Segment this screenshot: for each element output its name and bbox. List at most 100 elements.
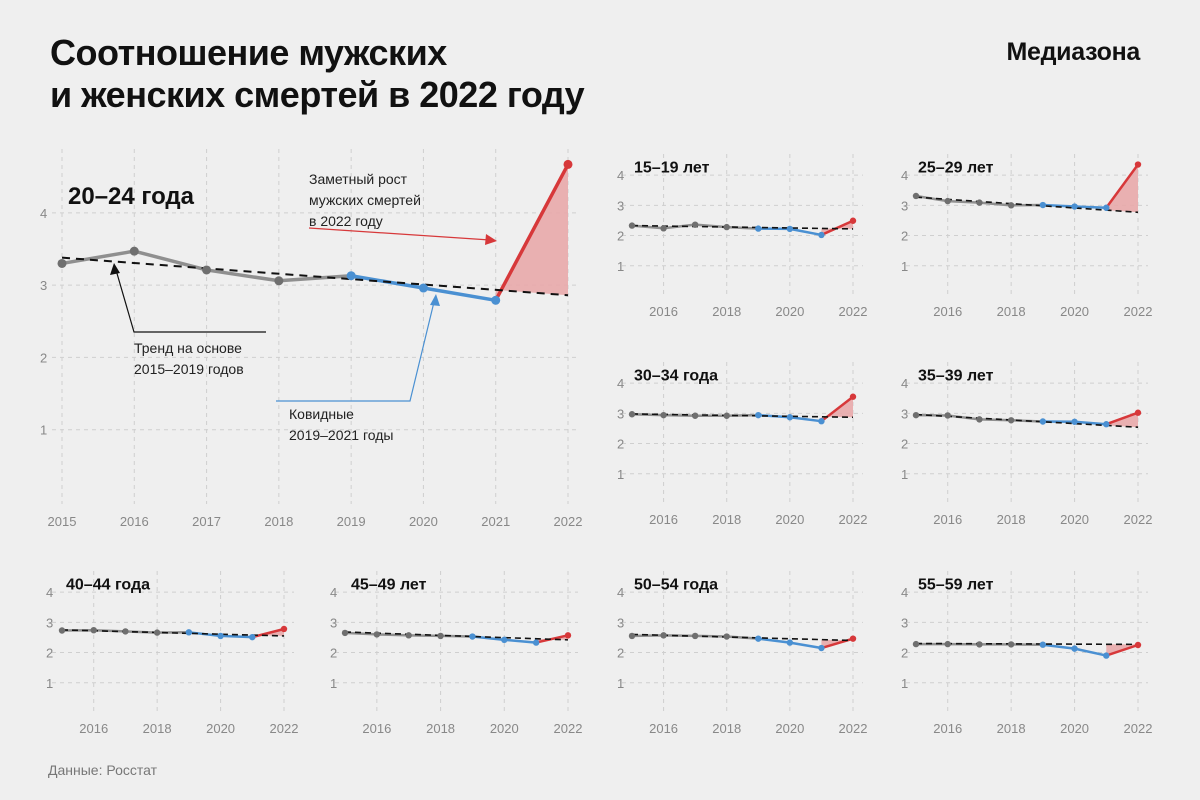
x-tick-label: 2018 [264,514,293,529]
annotation-trend-text: Тренд на основе [134,340,242,356]
x-tick-label: 2022 [1124,721,1153,736]
x-tick-label: 2020 [1060,512,1089,527]
data-point [755,635,762,642]
data-point [202,265,212,275]
annotation-trend-arrow [115,269,266,333]
data-point [849,635,857,642]
data-point [1071,645,1078,652]
data-point [912,640,920,648]
data-point [90,626,97,634]
x-tick-label: 2021 [481,514,510,529]
x-tick-label: 2016 [649,721,678,736]
x-tick-label: 2016 [649,304,678,319]
x-tick-label: 2022 [839,304,868,319]
data-point [1103,204,1110,211]
y-tick-label: 1 [617,259,624,274]
data-point [1071,203,1078,210]
y-tick-label: 1 [901,467,908,482]
data-point [249,633,256,641]
x-tick-label: 2016 [933,304,962,319]
data-point [628,222,636,229]
x-tick-label: 2020 [775,304,804,319]
data-point [1103,421,1110,428]
x-tick-label: 2018 [997,512,1026,527]
series-line-2021-2022 [493,162,570,303]
data-point [185,629,193,636]
data-point [691,632,699,640]
annotation-growth-text: мужских смертей [309,192,421,208]
x-tick-label: 2017 [192,514,221,529]
chart-panel: 1 2 3 4 2016 2018 2020 2022 45–49 лет [330,571,582,736]
data-point [217,632,224,640]
y-tick-label: 2 [617,646,624,661]
data-point [723,412,730,419]
data-point [1039,418,1047,425]
data-point [818,644,825,652]
y-tick-label: 3 [617,198,624,213]
panel-title: 30–34 года [634,367,718,384]
y-tick-label: 1 [330,676,337,691]
chart-panel: 1 2 3 4 2016 2018 2020 2022 55–59 лет [901,571,1152,736]
data-point [786,414,794,421]
data-point [944,412,951,419]
data-point [405,632,412,639]
x-tick-label: 2018 [143,721,172,736]
x-tick-label: 2022 [839,721,868,736]
x-tick-label: 2022 [554,514,583,529]
trend-line [631,224,854,230]
data-point [818,231,825,239]
x-tick-label: 2020 [490,721,519,736]
x-tick-label: 2020 [409,514,438,529]
y-tick-label: 4 [40,206,47,221]
x-tick-label: 2018 [712,721,741,736]
data-point [1103,652,1110,659]
data-point [274,276,284,286]
data-point [58,627,66,634]
chart-panel: 1 2 3 4 2016 2018 2020 2022 40–44 года [46,571,298,736]
panel-title: 15–19 лет [634,159,710,176]
data-point [660,225,667,232]
source-note: Данные: Росстат [48,762,158,778]
data-point [976,641,983,648]
data-point [491,295,501,305]
data-point [944,640,951,648]
data-point [691,412,699,419]
x-tick-label: 2020 [775,721,804,736]
data-point [818,417,825,425]
series-line-2021-2022 [820,219,855,237]
y-tick-label: 3 [617,615,624,630]
x-tick-label: 2016 [79,721,108,736]
x-tick-label: 2022 [270,721,299,736]
y-tick-label: 3 [617,406,624,421]
series-line-2021-2022 [1105,411,1140,426]
annotation-growth-text: Заметный рост [309,171,408,187]
y-tick-label: 4 [901,376,908,391]
y-tick-label: 3 [901,198,908,213]
annotation-trend-text: 2015–2019 годов [134,361,244,377]
data-point [1071,418,1078,425]
annotation-growth-text: в 2022 году [309,213,383,229]
data-point [1039,641,1047,648]
data-point [976,199,983,206]
data-point [373,631,381,638]
data-point [1039,201,1047,209]
chart-panel: 1 2 3 4 2016 2018 2020 2022 15–19 лет [617,154,867,319]
data-point [437,632,444,640]
data-point [1007,417,1015,424]
y-tick-label: 2 [901,646,908,661]
x-tick-label: 2022 [1124,512,1153,527]
chart-panel: 1 2 3 4 2016 2018 2020 2022 35–39 лет [901,362,1152,527]
trend-line [631,633,854,642]
chart-panel: 1 2 3 4 2016 2018 2020 2022 30–34 года [617,362,867,527]
y-tick-label: 2 [330,646,337,661]
x-tick-label: 2020 [1060,304,1089,319]
y-tick-label: 1 [617,467,624,482]
x-tick-label: 2022 [554,721,583,736]
data-point [1007,202,1015,209]
data-point [418,283,428,293]
data-point [691,221,699,228]
data-point [563,159,573,169]
data-point [628,632,636,640]
y-tick-label: 4 [617,168,624,183]
